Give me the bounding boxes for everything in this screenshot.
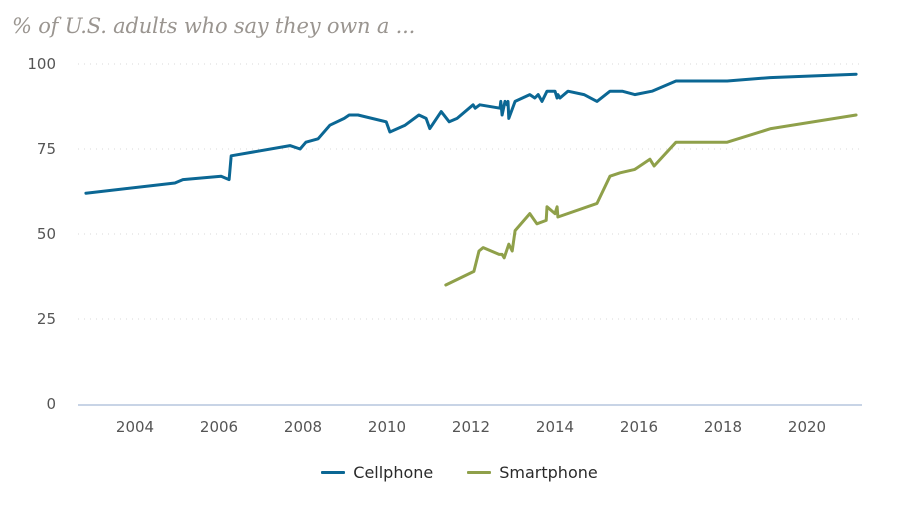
data-point[interactable] — [287, 143, 293, 149]
series-points-smartphone — [443, 112, 859, 288]
data-point[interactable] — [383, 119, 389, 125]
data-point[interactable] — [557, 95, 563, 101]
data-point[interactable] — [617, 170, 623, 176]
x-tick-label: 2016 — [620, 418, 658, 436]
data-point[interactable] — [767, 75, 773, 81]
data-point[interactable] — [83, 190, 89, 196]
data-point[interactable] — [647, 156, 653, 162]
data-point[interactable] — [327, 122, 333, 128]
legend-label-cellphone: Cellphone — [353, 463, 434, 482]
y-axis-tick-labels: 0 25 50 75 100 — [27, 55, 56, 413]
y-tick-label: 25 — [37, 310, 56, 328]
data-point[interactable] — [402, 122, 408, 128]
data-point[interactable] — [724, 139, 730, 145]
data-point[interactable] — [506, 115, 512, 121]
x-tick-label: 2004 — [116, 418, 154, 436]
data-point[interactable] — [228, 153, 234, 159]
data-point[interactable] — [355, 112, 361, 118]
series-line-cellphone[interactable] — [84, 72, 858, 195]
data-point[interactable] — [315, 136, 321, 142]
data-point[interactable] — [607, 88, 613, 94]
data-point[interactable] — [853, 112, 859, 118]
chart-subtitle: % of U.S. adults who say they own a ... — [12, 14, 416, 38]
data-point[interactable] — [555, 214, 561, 220]
data-point[interactable] — [594, 200, 600, 206]
data-point[interactable] — [853, 71, 859, 77]
data-point[interactable] — [172, 180, 178, 186]
data-point[interactable] — [416, 112, 422, 118]
data-point[interactable] — [303, 139, 309, 145]
data-point[interactable] — [632, 166, 638, 172]
data-point[interactable] — [505, 98, 511, 104]
data-point[interactable] — [341, 115, 347, 121]
data-point[interactable] — [539, 98, 545, 104]
y-tick-label: 100 — [27, 55, 56, 73]
data-point[interactable] — [534, 221, 540, 227]
data-point[interactable] — [544, 204, 550, 210]
legend: Cellphone Smartphone — [0, 463, 915, 482]
x-tick-label: 2018 — [704, 418, 742, 436]
data-point[interactable] — [501, 255, 507, 261]
x-tick-label: 2008 — [284, 418, 322, 436]
data-point[interactable] — [632, 92, 638, 98]
data-point[interactable] — [512, 98, 518, 104]
y-tick-label: 0 — [46, 395, 56, 413]
data-point[interactable] — [512, 228, 518, 234]
data-point[interactable] — [387, 129, 393, 135]
data-point[interactable] — [454, 115, 460, 121]
legend-label-smartphone: Smartphone — [499, 463, 598, 482]
legend-swatch-smartphone — [467, 471, 492, 474]
data-point[interactable] — [649, 88, 655, 94]
data-point[interactable] — [477, 102, 483, 108]
data-point[interactable] — [527, 92, 533, 98]
data-point[interactable] — [180, 177, 186, 183]
data-point[interactable] — [438, 109, 444, 115]
data-point[interactable] — [673, 139, 679, 145]
data-point[interactable] — [226, 177, 232, 183]
data-point[interactable] — [506, 241, 512, 247]
x-axis-tick-labels: 2004 2006 2008 2010 2012 2014 2016 2018 2020 — [116, 418, 826, 436]
data-point[interactable] — [543, 217, 549, 223]
x-tick-label: 2020 — [788, 418, 826, 436]
data-point[interactable] — [768, 126, 774, 132]
series-lines — [83, 71, 859, 288]
data-point[interactable] — [297, 146, 303, 152]
data-point[interactable] — [427, 126, 433, 132]
data-point[interactable] — [218, 173, 224, 179]
x-tick-label: 2014 — [536, 418, 574, 436]
data-point[interactable] — [544, 88, 550, 94]
legend-item-cellphone[interactable]: Cellphone — [321, 463, 433, 482]
x-tick-label: 2006 — [200, 418, 238, 436]
data-point[interactable] — [607, 173, 613, 179]
y-tick-label: 50 — [37, 225, 56, 243]
data-point[interactable] — [673, 78, 679, 84]
gridlines — [78, 63, 862, 320]
data-point[interactable] — [346, 112, 352, 118]
data-point[interactable] — [423, 115, 429, 121]
data-point[interactable] — [443, 282, 449, 288]
data-point[interactable] — [651, 163, 657, 169]
data-point[interactable] — [471, 268, 477, 274]
legend-swatch-cellphone — [321, 471, 346, 474]
data-point[interactable] — [446, 119, 452, 125]
y-tick-label: 75 — [37, 140, 56, 158]
data-point[interactable] — [499, 112, 505, 118]
data-point[interactable] — [581, 92, 587, 98]
data-point[interactable] — [480, 245, 486, 251]
data-point[interactable] — [554, 204, 560, 210]
data-point[interactable] — [594, 98, 600, 104]
x-tick-label: 2010 — [368, 418, 406, 436]
legend-item-smartphone[interactable]: Smartphone — [467, 463, 598, 482]
series-line-smartphone[interactable] — [444, 113, 858, 287]
data-point[interactable] — [509, 248, 515, 254]
data-point[interactable] — [565, 88, 571, 94]
data-point[interactable] — [527, 211, 533, 217]
data-point[interactable] — [724, 78, 730, 84]
data-point[interactable] — [619, 88, 625, 94]
data-point[interactable] — [497, 105, 503, 111]
x-tick-label: 2012 — [452, 418, 490, 436]
data-point[interactable] — [535, 92, 541, 98]
